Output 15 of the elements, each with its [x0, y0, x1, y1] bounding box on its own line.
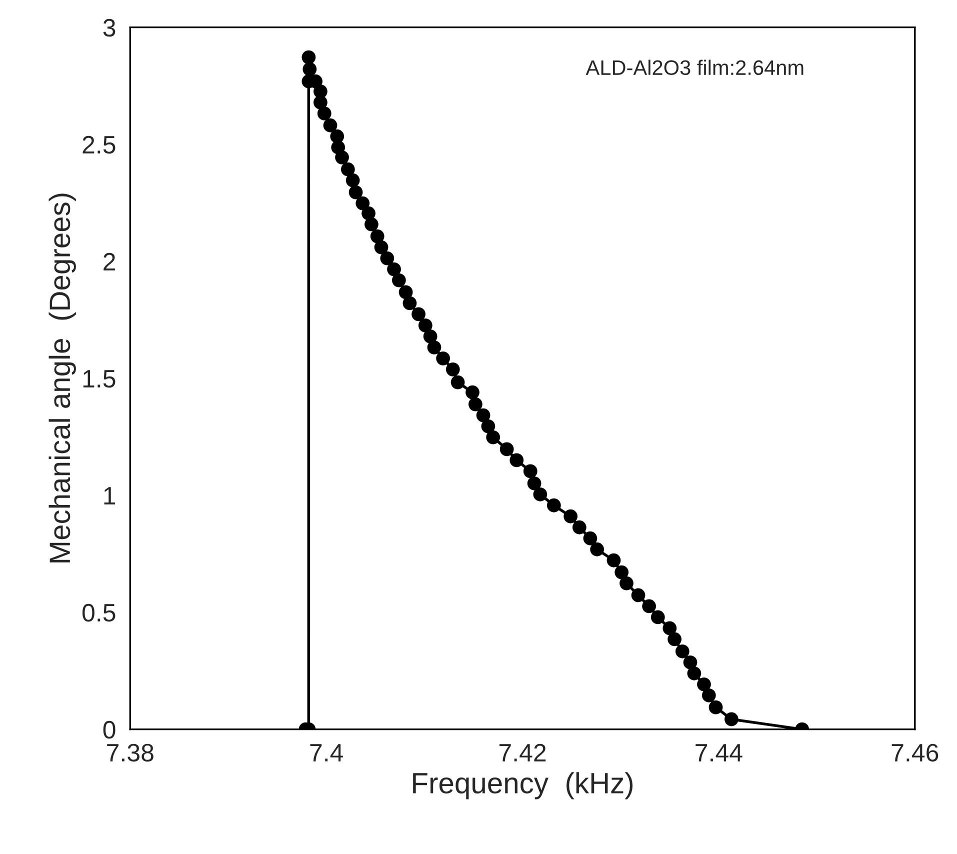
- y-tick-label: 3: [103, 18, 116, 37]
- y-tick-label: 1.5: [83, 370, 116, 388]
- y-tick-label: 2.5: [82, 136, 116, 154]
- annotation: ALD-Al2O3 film:2.64nm: [586, 60, 804, 76]
- x-tick-label: 7.44: [696, 744, 742, 762]
- y-tick-label: 2: [104, 252, 116, 270]
- y-tick-label: 0: [103, 720, 116, 739]
- y-tick-label: 1: [104, 487, 116, 504]
- x-axis-title: Frequency (kHz): [413, 772, 633, 800]
- x-tick-label: 7.42: [499, 744, 546, 762]
- x-tick-label: 7.38: [107, 744, 154, 762]
- x-tick-label: 7.46: [892, 744, 938, 762]
- x-tick-label: 7.4: [310, 744, 343, 762]
- y-tick-label: 0.5: [82, 604, 116, 622]
- y-axis-title: Mechanical angle (Degrees): [48, 194, 76, 562]
